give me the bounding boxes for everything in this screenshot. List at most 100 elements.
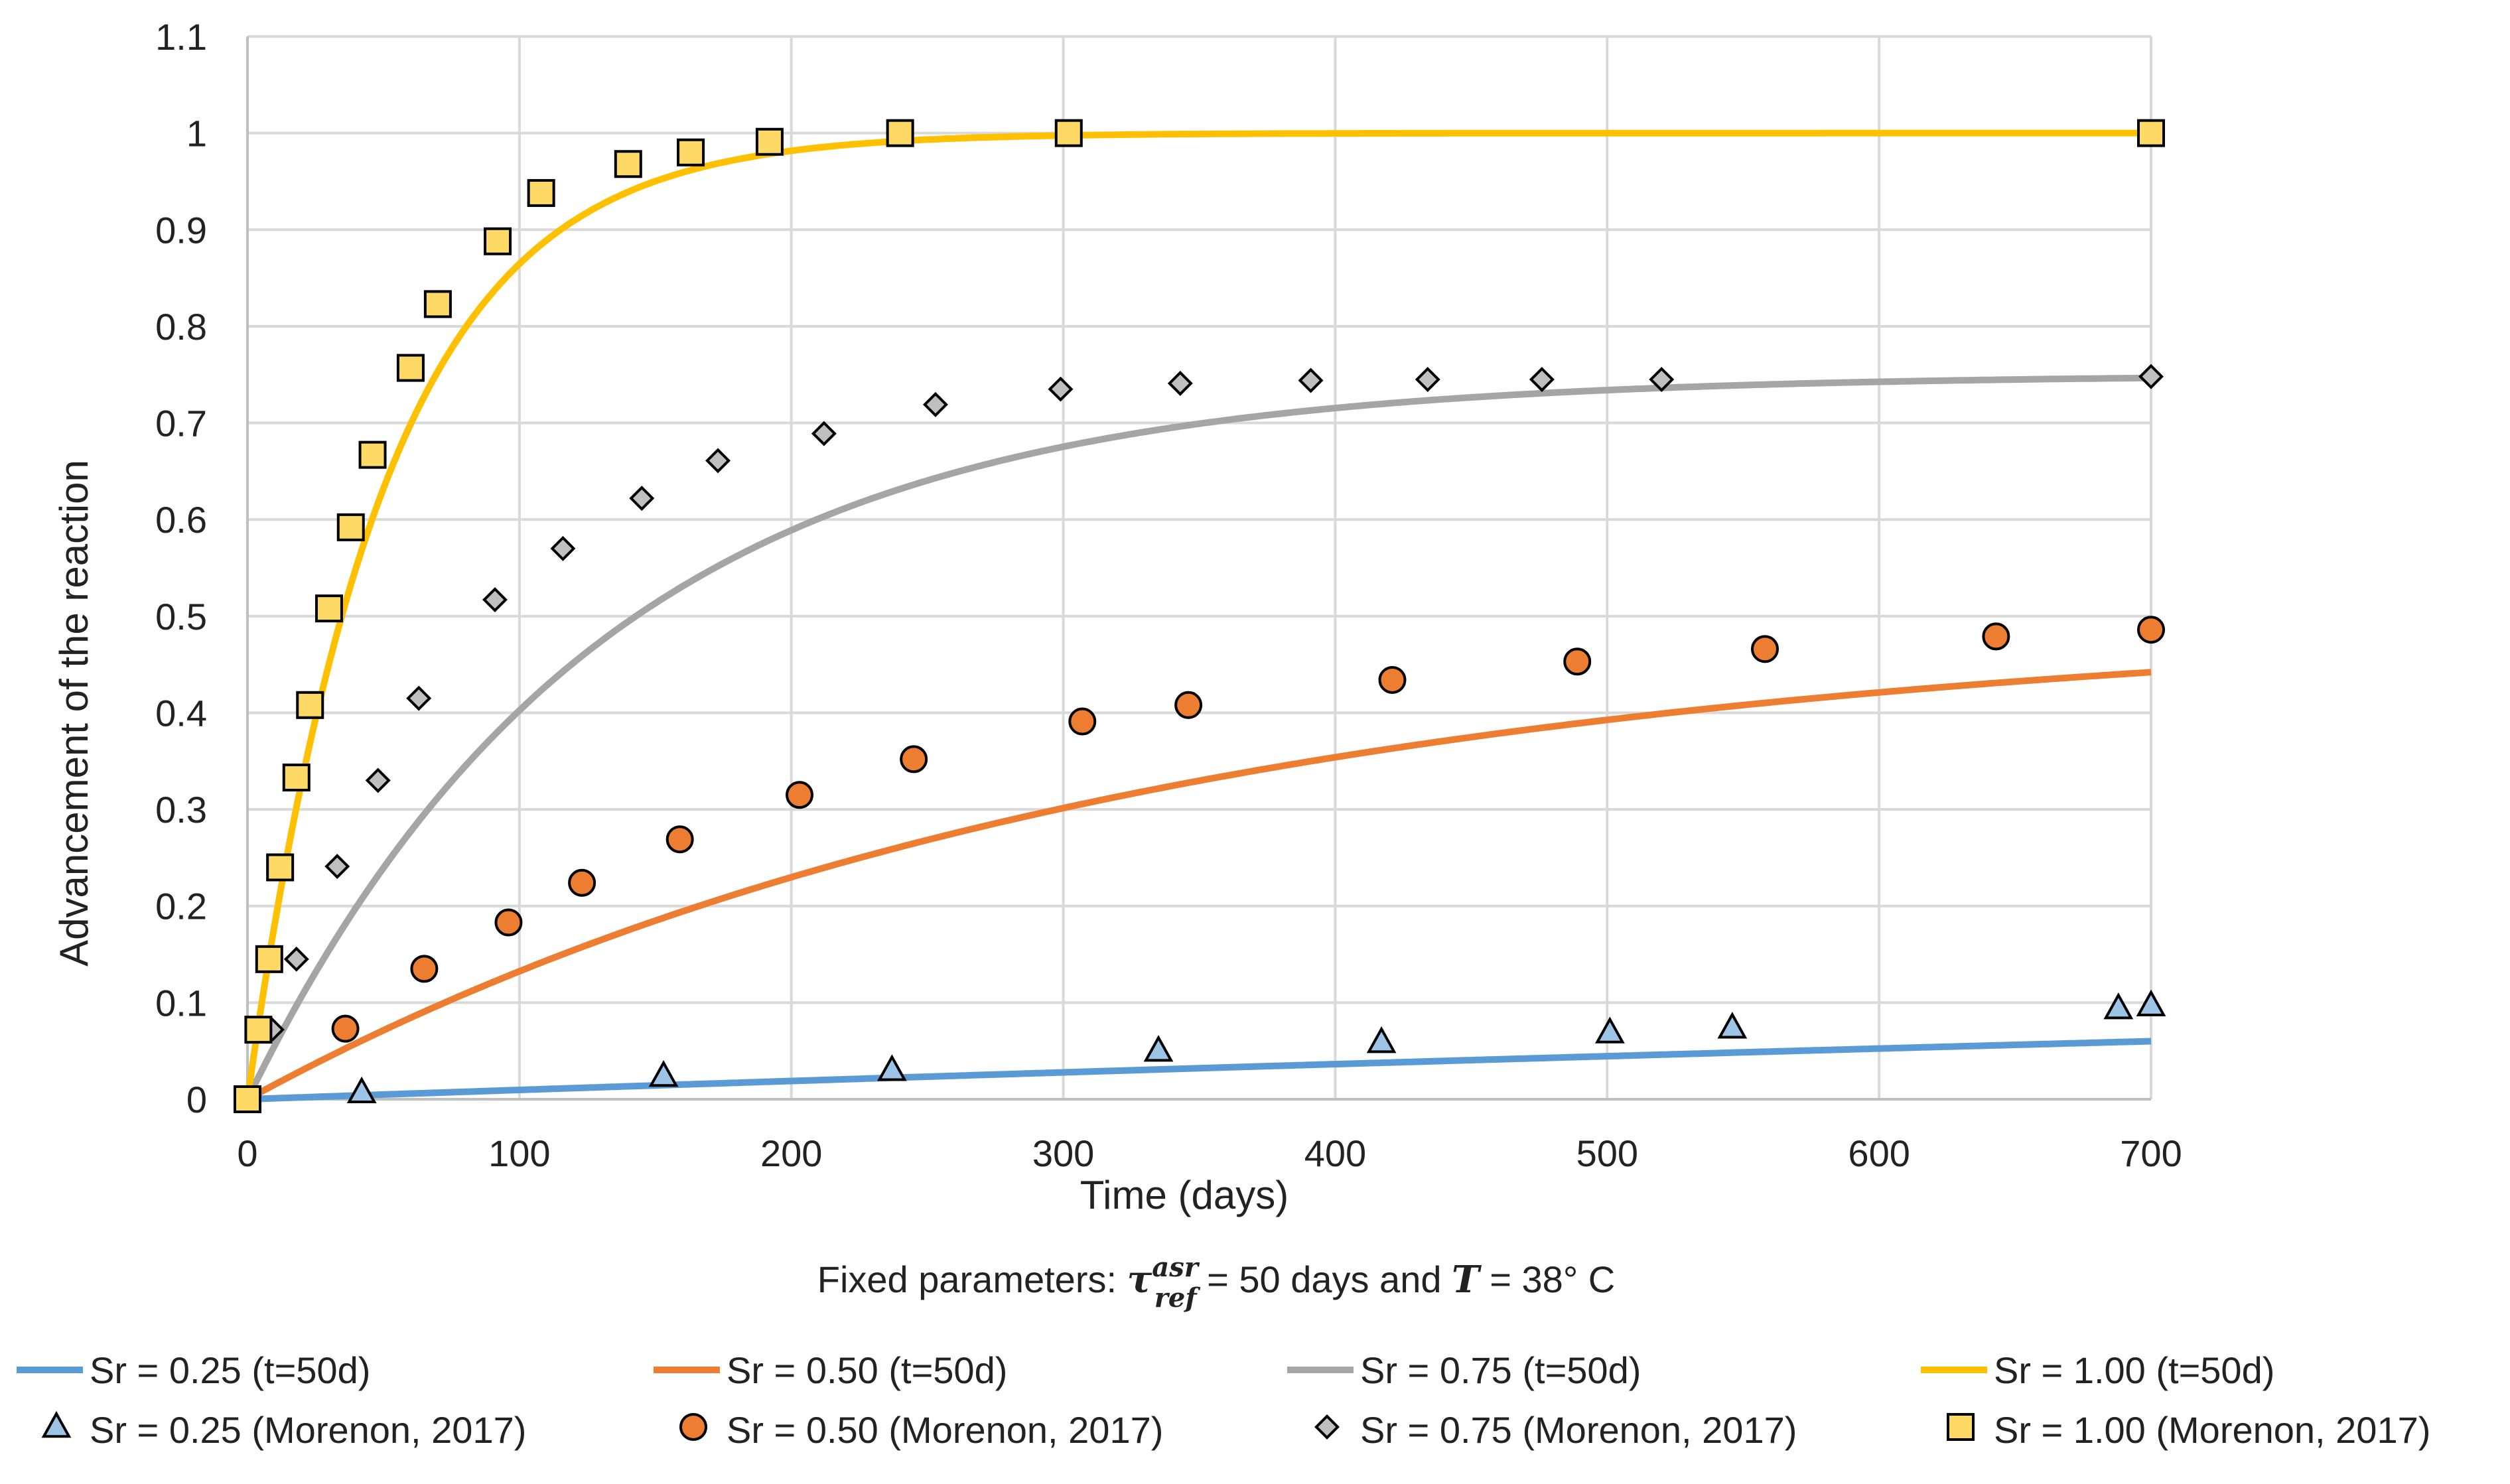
- subtitle-suffix: = 38° C: [1480, 1258, 1616, 1300]
- data-point-diamond: [550, 535, 576, 561]
- data-point-circle: [410, 955, 439, 983]
- data-point-triangle: [1366, 1026, 1397, 1053]
- data-point-square: [266, 853, 295, 882]
- data-point-square: [255, 945, 283, 973]
- y-tick-label: 0: [186, 1079, 207, 1120]
- data-point-diamond: [406, 685, 432, 711]
- data-point-square: [755, 127, 784, 156]
- experimental-points: [234, 119, 2166, 1113]
- data-point-circle: [900, 745, 928, 774]
- y-tick-label: 0.2: [155, 886, 207, 927]
- y-tick-label: 1: [186, 113, 207, 155]
- y-tick-label: 0.9: [155, 209, 207, 251]
- y-tick-label: 0.8: [155, 306, 207, 348]
- legend-label-model-3: Sr = 0.75 (t=50d): [1360, 1349, 1641, 1391]
- data-point-square: [244, 1016, 273, 1044]
- data-point-square: [614, 150, 642, 178]
- data-point-square: [358, 440, 387, 469]
- x-tick-label: 500: [1576, 1132, 1638, 1174]
- data-point-diamond: [1529, 367, 1555, 392]
- y-tick-label: 0.1: [155, 982, 207, 1024]
- chart-axes: [246, 36, 2151, 1101]
- data-point-triangle: [2103, 992, 2134, 1020]
- x-tick-label: 300: [1032, 1132, 1094, 1174]
- legend-label-model-1: Sr = 0.25 (t=50d): [90, 1349, 370, 1391]
- data-point-square: [886, 119, 914, 147]
- data-point-diamond: [629, 486, 655, 511]
- subtitle-prefix: Fixed parameters:: [817, 1258, 1127, 1300]
- data-point-square: [1054, 119, 1083, 147]
- data-point-circle: [1982, 622, 2010, 651]
- data-point-square: [336, 513, 365, 541]
- tau-subscript: ref: [1154, 1282, 1201, 1314]
- model-curve-2: [245, 669, 2152, 1103]
- y-tick-label: 0.4: [155, 692, 207, 734]
- data-point-square: [484, 227, 512, 255]
- data-point-circle: [1174, 691, 1203, 719]
- data-point-circle: [1068, 707, 1097, 736]
- tau-superscript: asr: [1152, 1252, 1200, 1283]
- data-point-triangle: [346, 1076, 377, 1104]
- data-point-diamond: [1649, 367, 1675, 392]
- legend-label-exp-3: Sr = 0.75 (Morenon, 2017): [1360, 1409, 1797, 1451]
- model-curve-1: [247, 1038, 2152, 1103]
- y-axis-title: Advancement of the reaction: [52, 460, 96, 967]
- data-point-diamond: [1415, 367, 1440, 392]
- legend: Sr = 0.25 (t=50d) Sr = 0.50 (t=50d) Sr = 0…: [17, 1349, 2430, 1451]
- x-tick-label: 600: [1848, 1132, 1910, 1174]
- model-curve-3: [244, 374, 2152, 1101]
- tau-symbol: τ: [1127, 1258, 1152, 1302]
- data-point-triangle: [648, 1059, 679, 1087]
- subtitle-middle: = 50 days and: [1197, 1258, 1452, 1300]
- data-point-circle: [1751, 635, 1779, 663]
- data-point-square: [234, 1085, 261, 1113]
- data-point-triangle: [1143, 1035, 1174, 1062]
- legend-marker-circle: [679, 1413, 707, 1441]
- data-point-circle: [2137, 616, 2165, 644]
- data-point-triangle: [1717, 1012, 1748, 1039]
- data-point-diamond: [324, 854, 350, 879]
- data-point-circle: [786, 781, 814, 809]
- y-tick-label: 0.7: [155, 403, 207, 444]
- legend-label-exp-4: Sr = 1.00 (Morenon, 2017): [1994, 1409, 2430, 1451]
- x-tick-label: 700: [2120, 1132, 2182, 1174]
- temperature-symbol: T: [1452, 1258, 1482, 1302]
- legend-marker-triangle: [41, 1410, 72, 1438]
- data-point-triangle: [1594, 1016, 1625, 1044]
- x-tick-label: 400: [1304, 1132, 1366, 1174]
- data-point-diamond: [2138, 364, 2164, 389]
- model-curve-4: [244, 129, 2151, 1100]
- data-point-circle: [665, 825, 694, 854]
- data-point-triangle: [876, 1054, 907, 1081]
- data-point-circle: [331, 1014, 360, 1043]
- model-curves: [244, 129, 2152, 1103]
- legend-label-model-4: Sr = 1.00 (t=50d): [1994, 1349, 2274, 1391]
- data-point-diamond: [482, 587, 508, 613]
- legend-marker-diamond: [1314, 1414, 1340, 1440]
- y-tick-label: 0.6: [155, 499, 207, 541]
- legend-marker-square: [1947, 1413, 1975, 1441]
- data-point-square: [527, 178, 555, 207]
- data-point-diamond: [922, 391, 948, 417]
- tick-labels: 0 100 200 300 400 500 600 700 0 0.1 0.2 0.3 0.4 0.5 0.…: [155, 16, 2182, 1174]
- x-tick-label: 200: [760, 1132, 822, 1174]
- legend-label-exp-1: Sr = 0.25 (Morenon, 2017): [90, 1409, 526, 1451]
- data-point-square: [296, 691, 324, 719]
- data-point-diamond: [1167, 370, 1193, 396]
- data-point-circle: [1563, 647, 1592, 676]
- data-point-circle: [1378, 665, 1407, 694]
- data-point-square: [396, 354, 425, 382]
- x-axis-title: Time (days): [1080, 1173, 1289, 1217]
- data-point-square: [677, 138, 705, 167]
- y-tick-label: 0.3: [155, 789, 207, 831]
- legend-label-model-2: Sr = 0.50 (t=50d): [727, 1349, 1007, 1391]
- data-point-circle: [568, 868, 596, 897]
- subtitle: Fixed parameters: τasr ref = 50 days and …: [817, 1252, 1615, 1314]
- data-point-diamond: [705, 448, 731, 474]
- data-point-diamond: [283, 946, 309, 972]
- x-tick-label: 100: [488, 1132, 550, 1174]
- x-tick-label: 0: [237, 1132, 257, 1174]
- data-point-diamond: [365, 768, 391, 793]
- data-point-square: [282, 764, 311, 792]
